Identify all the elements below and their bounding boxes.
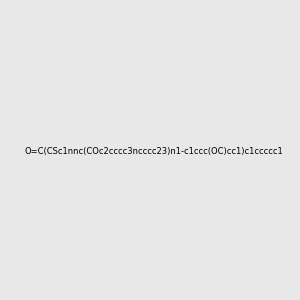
Text: O=C(CSc1nnc(COc2cccc3ncccc23)n1-c1ccc(OC)cc1)c1ccccc1: O=C(CSc1nnc(COc2cccc3ncccc23)n1-c1ccc(OC… xyxy=(24,147,283,156)
